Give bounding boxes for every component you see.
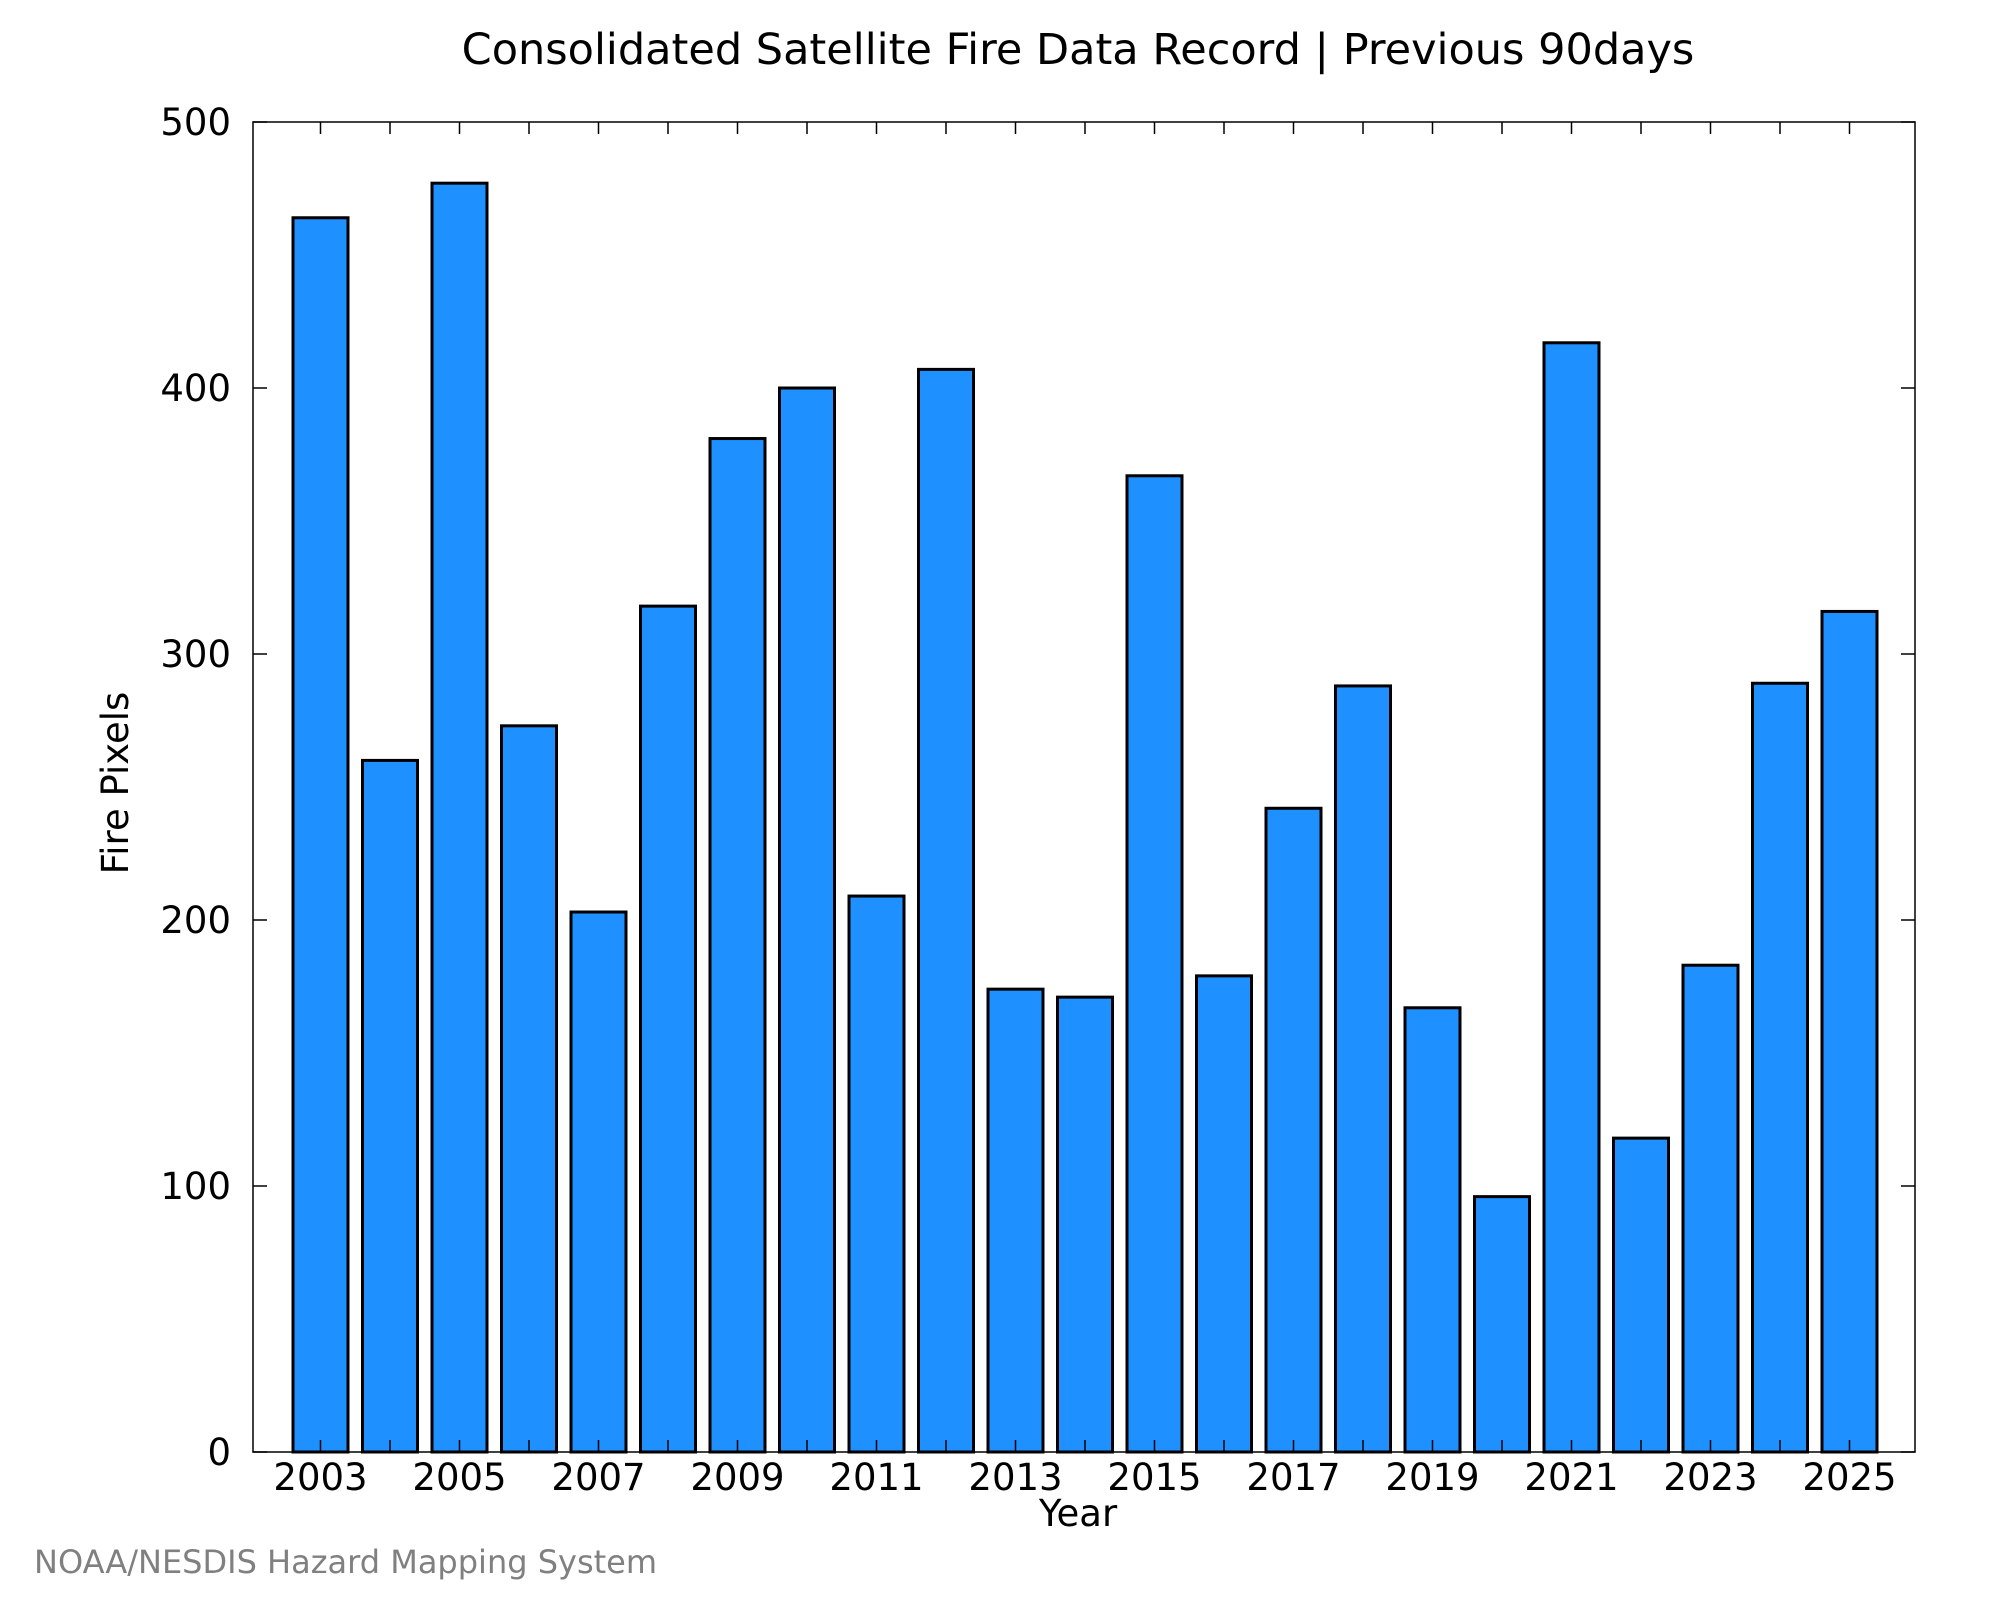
bar-2025 — [1820, 609, 1879, 1454]
x-axis: 2003 2005 2007 2009 2011 2013 2015 2017 2019 2021… — [273, 122, 1897, 1499]
x-tick-label-2007: 2007 — [551, 1456, 645, 1499]
x-tick-label-2011: 2011 — [829, 1456, 923, 1499]
bar-2022 — [1612, 1136, 1670, 1454]
x-tick-label-2009: 2009 — [690, 1456, 784, 1499]
bars-group — [291, 181, 1879, 1454]
bar-2020 — [1473, 1195, 1531, 1454]
bar-2023 — [1681, 963, 1740, 1454]
y-axis-label: Fire Pixels — [94, 692, 137, 875]
y-axis: 0 100 200 300 400 500 — [160, 101, 1915, 1474]
x-tick-label-2023: 2023 — [1663, 1456, 1757, 1499]
bar-2024 — [1751, 681, 1809, 1454]
bar-2021 — [1542, 341, 1601, 1454]
bar-2015 — [1125, 474, 1184, 1454]
x-tick-label-2015: 2015 — [1107, 1456, 1201, 1499]
bar-2016 — [1195, 974, 1253, 1454]
x-tick-label-2017: 2017 — [1246, 1456, 1340, 1499]
bar-2003 — [291, 216, 350, 1454]
bar-2011 — [847, 894, 906, 1454]
y-tick-label-300: 300 — [160, 633, 231, 676]
bar-2014 — [1056, 995, 1114, 1454]
y-tick-label-0: 0 — [207, 1431, 231, 1474]
bar-2007 — [569, 910, 628, 1454]
bar-2013 — [986, 987, 1045, 1454]
bar-2009 — [708, 437, 767, 1454]
bar-2017 — [1264, 806, 1323, 1454]
y-tick-label-200: 200 — [160, 899, 231, 942]
y-tick-label-500: 500 — [160, 101, 231, 144]
credit-text: NOAA/NESDIS Hazard Mapping System — [34, 1543, 657, 1581]
bar-2012 — [917, 367, 975, 1454]
bar-2004 — [361, 758, 419, 1454]
bar-2005 — [430, 181, 489, 1454]
x-tick-label-2013: 2013 — [968, 1456, 1062, 1499]
bar-2019 — [1403, 1006, 1462, 1454]
y-tick-label-100: 100 — [160, 1165, 231, 1208]
chart-title: Consolidated Satellite Fire Data Record … — [462, 25, 1695, 75]
x-tick-label-2025: 2025 — [1802, 1456, 1896, 1499]
x-tick-label-2003: 2003 — [273, 1456, 367, 1499]
bar-2008 — [639, 604, 697, 1454]
bar-2006 — [500, 724, 558, 1454]
x-tick-label-2021: 2021 — [1524, 1456, 1618, 1499]
bar-2018 — [1334, 684, 1392, 1454]
x-axis-label: Year — [1038, 1492, 1118, 1535]
bar-2010 — [778, 386, 836, 1454]
x-tick-label-2019: 2019 — [1385, 1456, 1479, 1499]
x-tick-label-2005: 2005 — [412, 1456, 506, 1499]
y-tick-label-400: 400 — [160, 367, 231, 410]
